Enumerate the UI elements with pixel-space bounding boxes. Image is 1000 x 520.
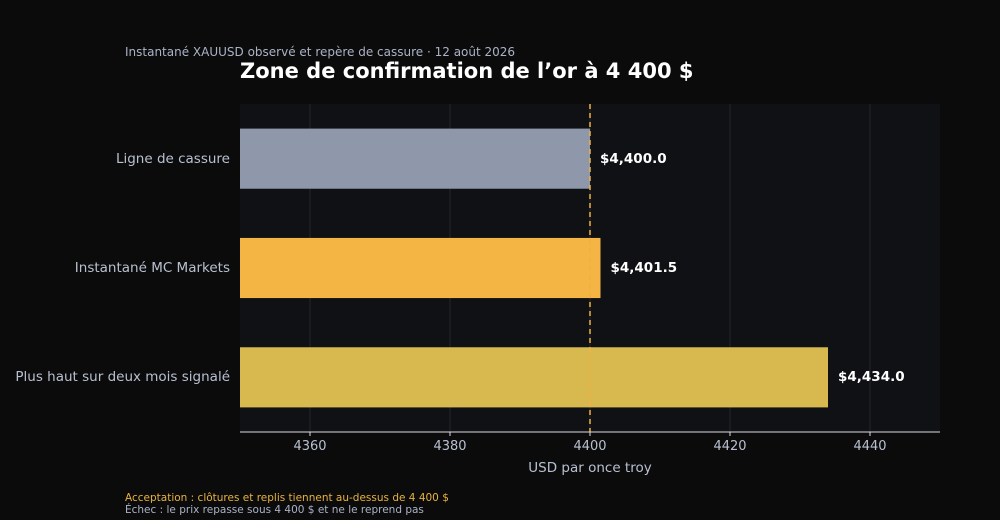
data-label: $4,434.0: [838, 369, 905, 386]
data-label: $4,400.0: [600, 150, 667, 167]
data-label: $4,401.5: [610, 260, 678, 276]
acceptance-note: Acceptation : clôtures et replis tiennen…: [125, 492, 449, 504]
category-label: Ligne de cassure: [115, 150, 230, 167]
x-tick-label: 4440: [853, 439, 887, 454]
bar: [240, 128, 590, 189]
chart-subtitle: Instantané XAUUSD observé et repère de c…: [125, 45, 516, 59]
chart-title: Zone de confirmation de l’or à 4 400 $: [240, 59, 694, 83]
x-tick-label: 4420: [713, 439, 747, 454]
category-label: Plus haut sur deux mois signalé: [15, 369, 230, 386]
x-tick-label: 4380: [433, 439, 467, 454]
x-tick-label: 4400: [573, 439, 607, 454]
x-axis-title: USD par once troy: [528, 460, 652, 476]
category-label: Instantané MC Markets: [74, 260, 230, 276]
bar: [240, 237, 601, 299]
bar: [240, 347, 828, 408]
x-tick-label: 4360: [293, 439, 327, 454]
failure-note: Échec : le prix repasse sous 4 400 $ et …: [125, 504, 424, 516]
